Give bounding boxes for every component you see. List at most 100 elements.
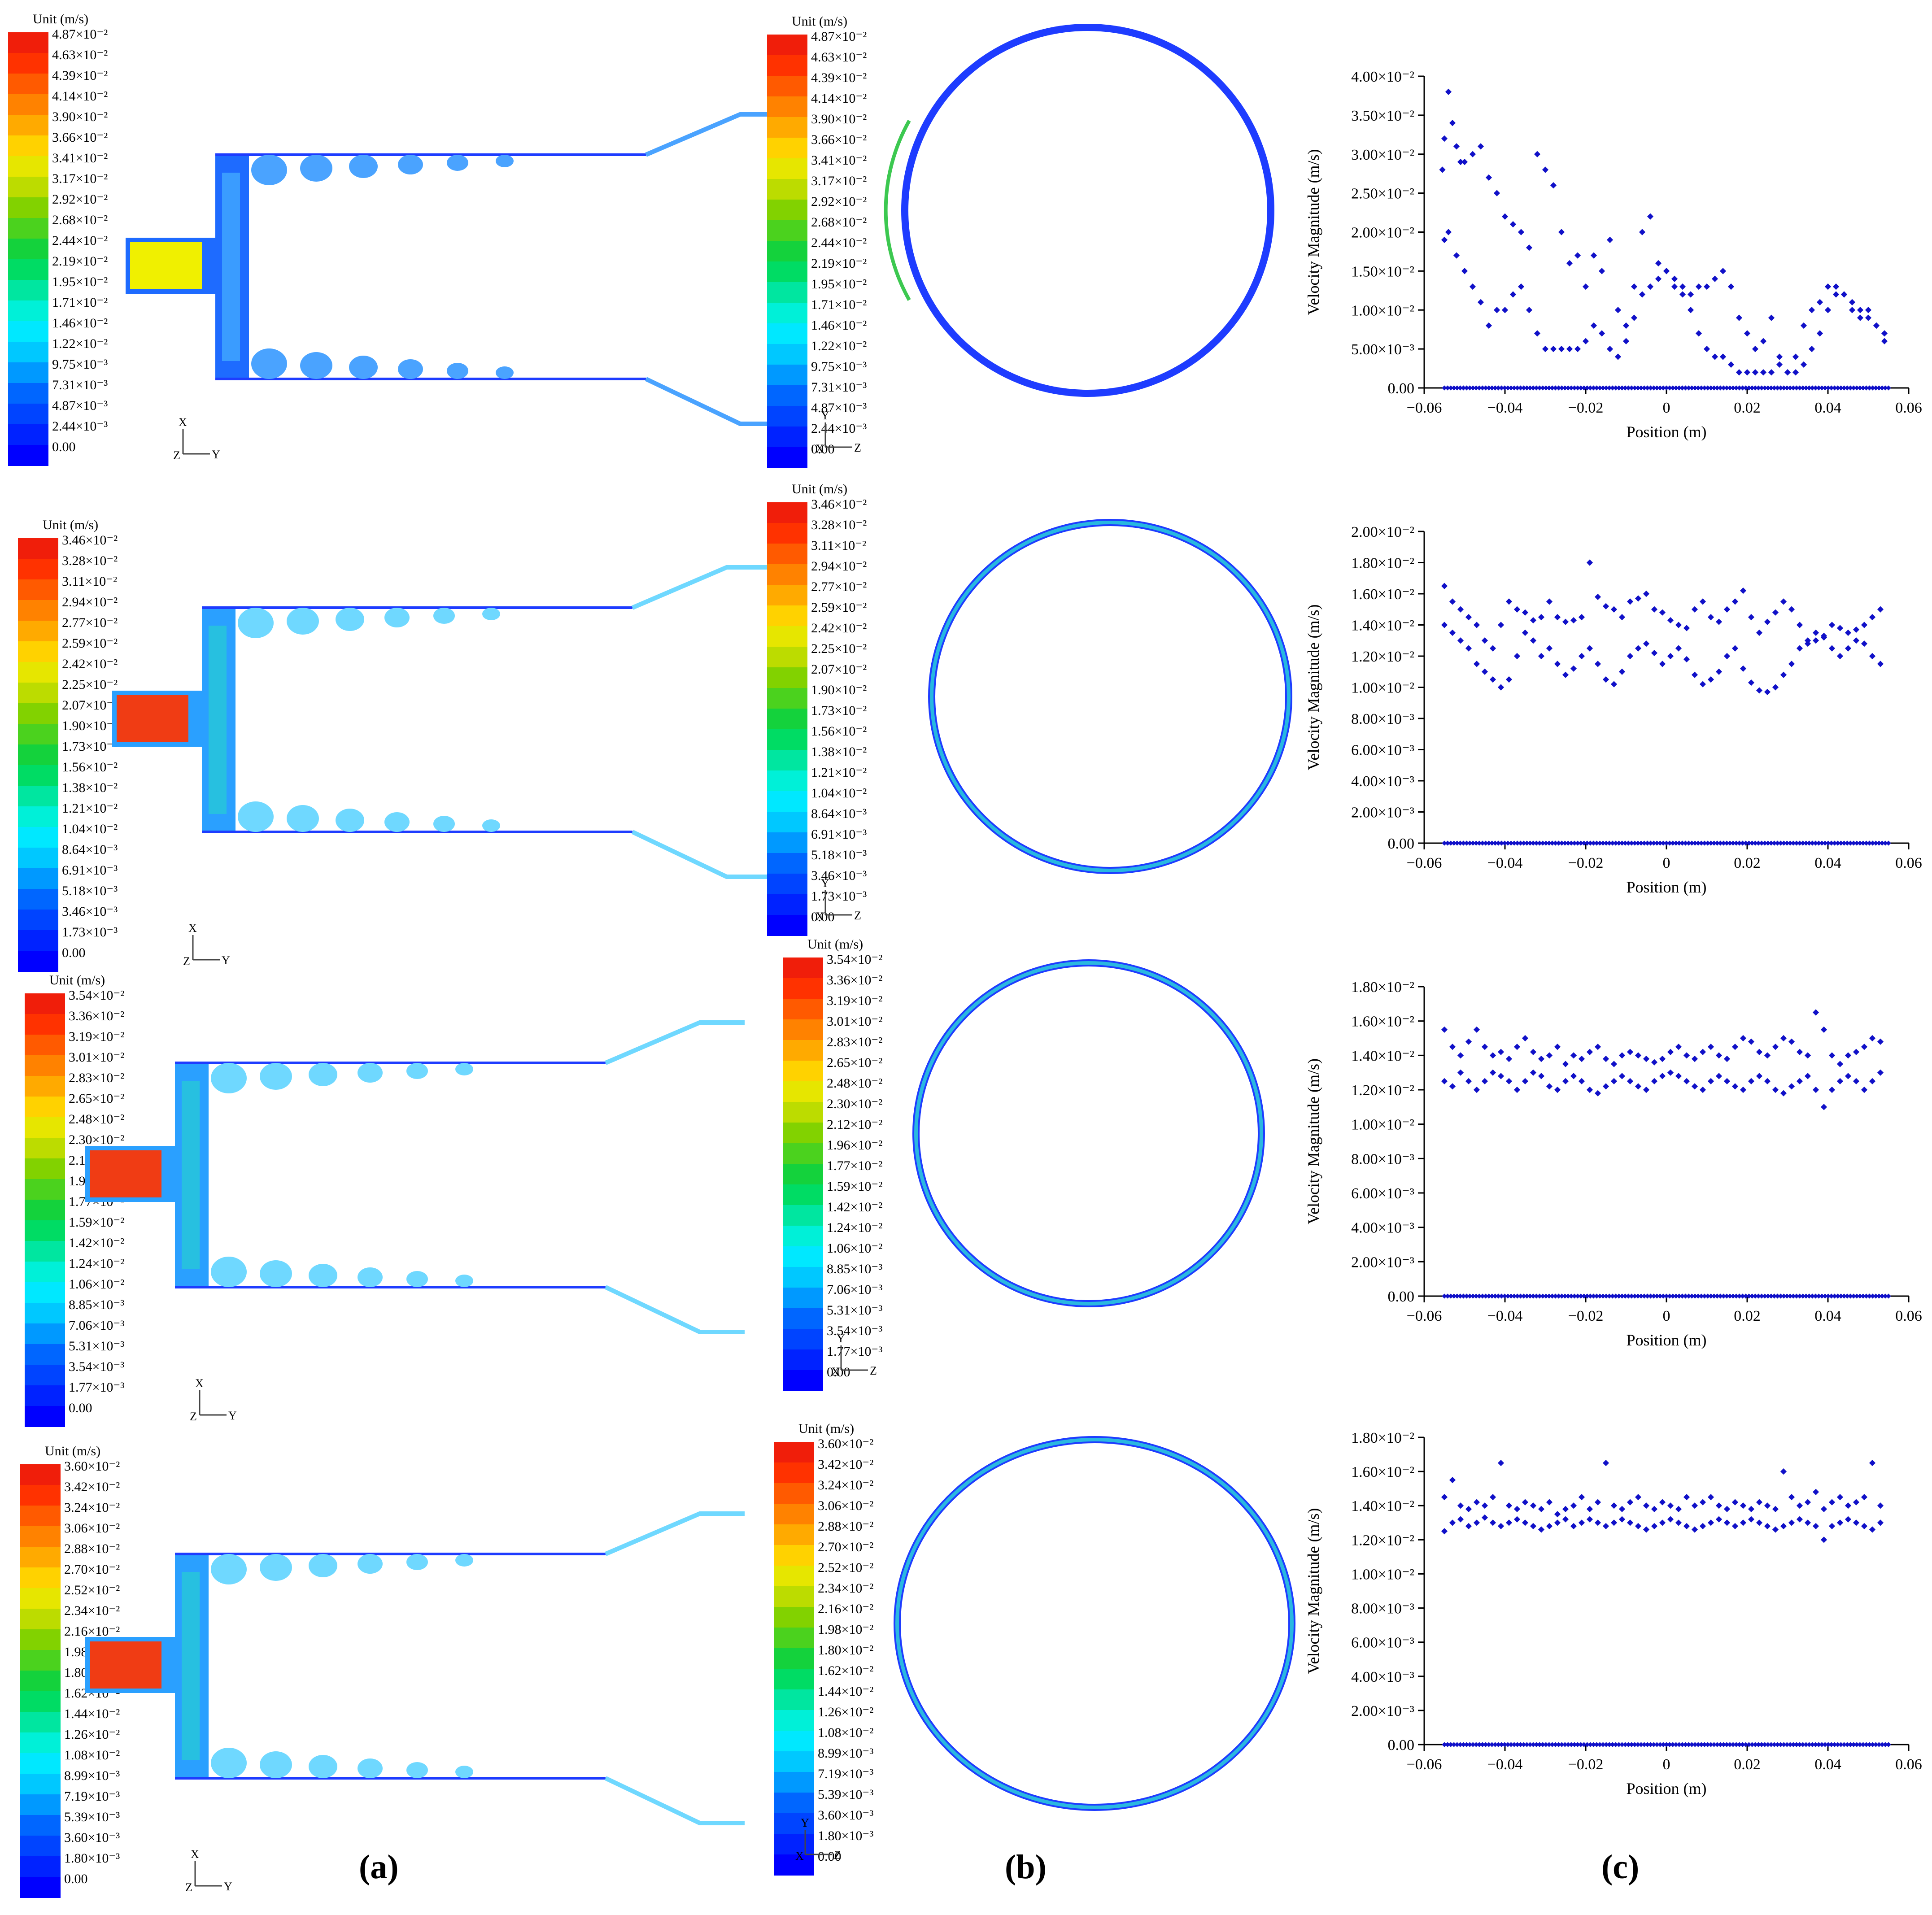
data-point — [1740, 587, 1747, 594]
legend-color-swatch — [767, 915, 807, 936]
y-tick-label: 1.60×10⁻² — [1351, 586, 1414, 603]
data-point — [1670, 840, 1675, 846]
legend-color-swatch — [8, 32, 48, 53]
scatter-plot-row-3: −0.06 −0.04 −0.02 0 0.02 0.04 0.060.002.00×10⁻… — [1304, 979, 1922, 1349]
legend-a-row-3: Unit (m/s)3.54×10⁻²3.36×10⁻²3.19×10⁻²3.0… — [25, 973, 124, 1427]
data-point — [1845, 1502, 1852, 1509]
data-point — [1470, 385, 1476, 391]
data-point — [1857, 1742, 1863, 1747]
data-point — [1607, 385, 1612, 391]
data-point — [1586, 645, 1593, 652]
data-point — [1554, 1511, 1561, 1518]
data-point — [1870, 1293, 1875, 1299]
top-cavity-bubble — [336, 608, 364, 631]
data-point — [1683, 840, 1688, 846]
data-point — [1816, 385, 1822, 391]
data-point — [1794, 1742, 1799, 1747]
data-point — [1819, 1742, 1825, 1747]
series-zero — [1442, 1293, 1891, 1299]
data-point — [1776, 361, 1783, 368]
data-point — [1707, 1044, 1714, 1050]
data-point — [1531, 1293, 1536, 1299]
legend-tick-label: 3.24×10⁻² — [818, 1478, 873, 1493]
x-tick-label: 0.04 — [1814, 1308, 1841, 1324]
legend-color-swatch — [783, 1370, 823, 1391]
data-point — [1727, 1742, 1733, 1747]
data-point — [1670, 1293, 1675, 1299]
data-point — [1497, 1523, 1505, 1529]
legend-tick-label: 2.94×10⁻² — [811, 559, 867, 574]
legend-color-swatch — [767, 502, 807, 523]
data-point — [1501, 307, 1509, 313]
data-point — [1461, 159, 1468, 165]
data-point — [1667, 385, 1672, 391]
data-point — [1721, 1293, 1726, 1299]
axis-triad-a-row-2: XZ Y — [183, 922, 230, 968]
legend-tick-label: 3.54×10⁻³ — [69, 1359, 124, 1374]
top-cavity-bubble — [300, 155, 332, 182]
data-point — [1675, 622, 1682, 628]
data-point — [1480, 385, 1485, 391]
data-point — [1676, 840, 1682, 846]
data-point — [1699, 1523, 1706, 1529]
data-point — [1806, 385, 1812, 391]
data-point — [1832, 1742, 1837, 1747]
data-point — [1626, 840, 1631, 846]
legend-color-swatch — [774, 1834, 814, 1855]
data-point — [1474, 1742, 1479, 1747]
legend-a-row-1: Unit (m/s)4.87×10⁻²4.63×10⁻²4.39×10⁻²4.1… — [8, 12, 108, 466]
legend-color-swatch — [18, 848, 58, 869]
y-tick-label: 1.50×10⁻² — [1351, 263, 1414, 280]
legend-tick-label: 1.06×10⁻² — [69, 1277, 124, 1292]
data-point — [1886, 1293, 1891, 1299]
legend-color-swatch — [20, 1567, 61, 1589]
legend-tick-label: 4.63×10⁻² — [811, 50, 867, 65]
data-point — [1724, 840, 1730, 846]
top-cavity-bubble — [349, 155, 378, 178]
legend-tick-label: 3.41×10⁻² — [811, 153, 867, 168]
legend-color-swatch — [767, 323, 807, 344]
legend-color-swatch — [774, 1731, 814, 1752]
data-point — [1721, 840, 1726, 846]
data-point — [1597, 1293, 1603, 1299]
legend-tick-label: 2.94×10⁻² — [62, 595, 118, 609]
data-point — [1648, 1742, 1653, 1747]
legend-color-swatch — [20, 1691, 61, 1712]
data-point — [1740, 1519, 1747, 1526]
bottom-cavity-bubble — [211, 1257, 247, 1287]
data-point — [1803, 385, 1809, 391]
legend-tick-label: 4.87×10⁻³ — [52, 398, 108, 413]
legend-color-swatch — [25, 1344, 65, 1365]
data-point — [1659, 1519, 1666, 1526]
data-point — [1772, 684, 1779, 691]
data-point — [1454, 840, 1460, 846]
triad-label-top: Y — [837, 1332, 845, 1345]
data-point — [1764, 1502, 1771, 1509]
data-point — [1632, 1293, 1637, 1299]
data-point — [1873, 322, 1880, 329]
y-tick-label: 1.20×10⁻² — [1351, 648, 1414, 665]
legend-b-row-3: Unit (m/s)3.54×10⁻²3.36×10⁻²3.19×10⁻²3.0… — [783, 937, 882, 1391]
data-point — [1610, 1061, 1618, 1067]
data-point — [1723, 1078, 1731, 1084]
data-point — [1749, 840, 1755, 846]
data-point — [1461, 268, 1468, 274]
data-point — [1752, 369, 1759, 376]
data-point — [1441, 1026, 1448, 1033]
data-point — [1686, 1293, 1692, 1299]
legend-tick-label: 1.44×10⁻² — [818, 1684, 873, 1699]
data-point — [1651, 1523, 1658, 1529]
data-point — [1550, 346, 1557, 353]
data-point — [1820, 1536, 1827, 1543]
data-point — [1771, 1742, 1777, 1747]
data-point — [1594, 1742, 1600, 1747]
legend-color-swatch — [774, 1648, 814, 1669]
data-point — [1838, 1293, 1844, 1299]
data-point — [1740, 1742, 1745, 1747]
legend-tick-label: 3.19×10⁻² — [69, 1029, 124, 1044]
data-point — [1778, 385, 1784, 391]
data-point — [1534, 330, 1541, 337]
data-point — [1632, 1742, 1637, 1747]
data-point — [1526, 307, 1533, 313]
data-point — [1796, 1516, 1803, 1523]
